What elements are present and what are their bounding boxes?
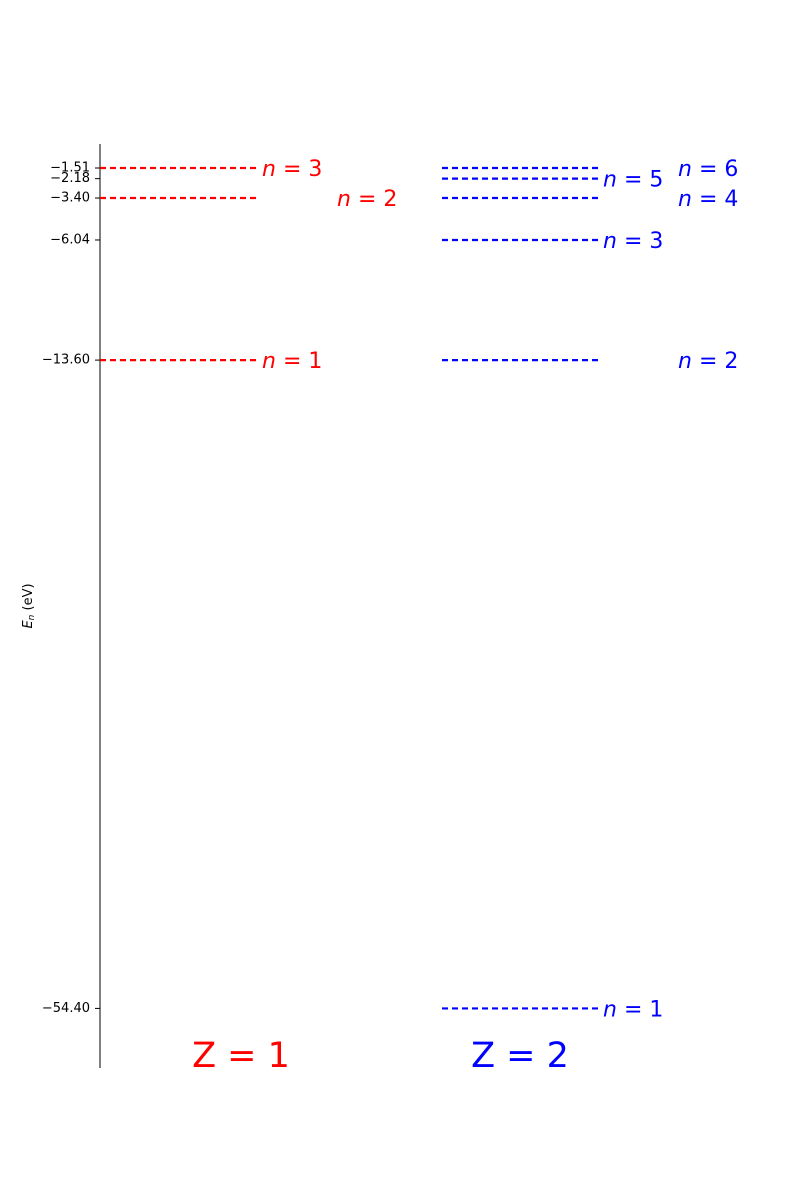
y-axis-label: En (eV) [21, 583, 37, 628]
energy-level-label: n = 1 [603, 997, 663, 1022]
y-tick-label: −3.40 [50, 191, 90, 206]
y-tick-label: −6.04 [50, 232, 90, 247]
energy-level-label: n = 2 [678, 349, 738, 374]
energy-levels: n = 1 n = 2 n = 3 n = 1 n = 2 n = 3 n = 4 n = 5… [100, 157, 738, 1022]
energy-level-label: n = 2 [337, 187, 397, 212]
energy-level-label: n = 3 [603, 229, 663, 254]
energy-level-label: n = 5 [603, 168, 663, 193]
energy-level-label: n = 4 [678, 187, 738, 212]
y-axis-label-symbol: E [21, 620, 36, 629]
y-axis-label-subscript: n [27, 614, 37, 620]
group-label: Z = 2 [471, 1036, 569, 1076]
y-tick-label: −54.40 [42, 1001, 90, 1016]
y-tick-label: −2.18 [50, 171, 90, 186]
y-tick-label: −13.60 [42, 353, 90, 368]
y-ticks: −1.51−2.18 −3.40 −6.04 −13.60 −54.40 [42, 160, 100, 1016]
energy-level-label: n = 1 [262, 349, 322, 374]
energy-level-label: n = 3 [262, 157, 322, 182]
energy-level-label: n = 6 [678, 157, 738, 182]
y-tick-label: −1.51 [50, 160, 90, 175]
group-label: Z = 1 [192, 1036, 290, 1076]
group-labels: Z = 1 Z = 2 [192, 1036, 569, 1076]
y-axis-label-unit: (eV) [21, 583, 36, 614]
